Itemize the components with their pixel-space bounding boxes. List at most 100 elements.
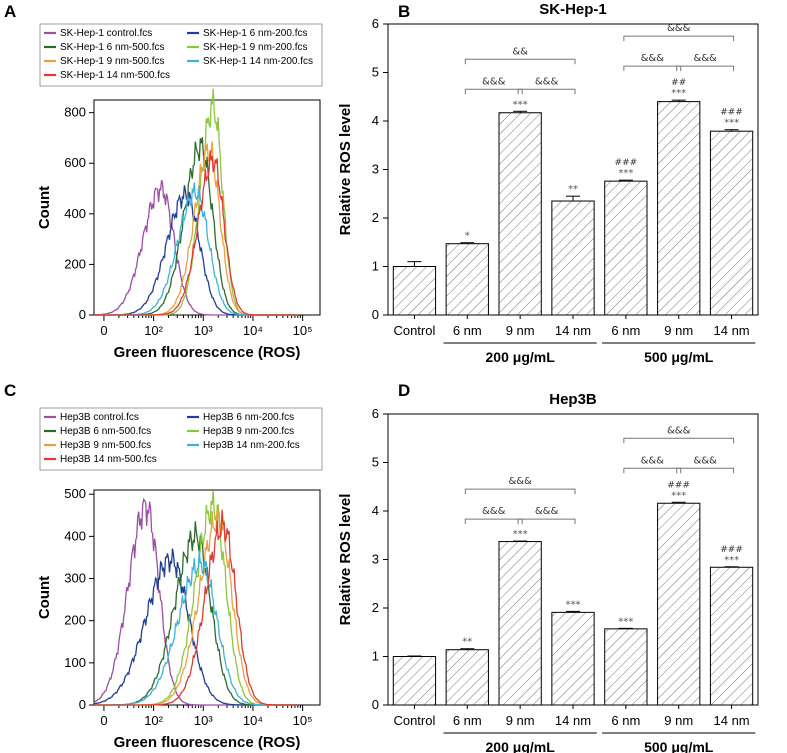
y-tick-label: 400 — [64, 528, 86, 543]
y-tick-label: 4 — [372, 113, 379, 128]
x-tick-label: 14 nm — [714, 323, 750, 338]
comparison-bracket — [517, 88, 576, 95]
x-tick-label: 10³ — [194, 713, 213, 728]
x-tick-label: 6 nm — [453, 323, 482, 338]
bar — [498, 541, 542, 706]
x-tick-label: 14 nm — [714, 713, 750, 728]
bar — [604, 180, 648, 316]
bar — [445, 649, 489, 706]
legend-entry: SK-Hep-1 6 nm-200.fcs — [203, 28, 308, 39]
legend-entry: SK-Hep-1 14 nm-200.fcs — [203, 56, 313, 67]
panel-label-c: C — [4, 381, 16, 400]
comparison-bracket — [623, 35, 735, 42]
x-tick-label: 10⁴ — [243, 323, 263, 338]
y-axis-label: Count — [36, 186, 53, 229]
legend-entry: Hep3B 9 nm-500.fcs — [60, 440, 151, 451]
y-tick-label: 4 — [372, 503, 379, 518]
legend-a: SK-Hep-1 control.fcs SK-Hep-1 6 nm-500.fc… — [39, 23, 323, 87]
comparison-bracket — [623, 437, 735, 444]
y-tick-label: 500 — [64, 486, 86, 501]
significance-label: *** — [618, 168, 633, 179]
significance-label: *** — [618, 616, 633, 627]
panel-label-d: D — [398, 381, 410, 400]
comparison-bracket — [464, 518, 523, 525]
y-tick-label: 3 — [372, 162, 379, 177]
bar — [604, 628, 648, 706]
bracket-label: &&& — [641, 455, 665, 466]
y-tick-label: 6 — [372, 16, 379, 31]
x-tick-label: 9 nm — [506, 713, 535, 728]
comparison-bracket — [464, 88, 523, 95]
chart-title: SK-Hep-1 — [539, 1, 607, 18]
y-tick-label: 1 — [372, 259, 379, 274]
y-axis-label: Relative ROS level — [337, 494, 354, 626]
legend-c: Hep3B control.fcs Hep3B 6 nm-500.fcs Hep3B… — [39, 407, 323, 471]
x-tick-label: 0 — [100, 713, 107, 728]
bar — [445, 243, 489, 316]
hash-label: ### — [720, 108, 743, 118]
legend-entry: SK-Hep-1 9 nm-200.fcs — [203, 42, 308, 53]
bar — [551, 611, 595, 706]
y-tick-label: 600 — [64, 155, 86, 170]
x-tick-label: 9 nm — [506, 323, 535, 338]
significance-label: *** — [671, 490, 686, 501]
histogram-series — [94, 509, 298, 706]
comparison-bracket — [464, 488, 576, 495]
y-tick-label: 400 — [64, 206, 86, 221]
y-tick-label: 0 — [79, 697, 86, 712]
x-tick-label: 14 nm — [555, 323, 591, 338]
significance-label: *** — [724, 118, 739, 129]
legend-frame — [39, 23, 323, 87]
bracket-label: &&& — [641, 53, 665, 64]
y-tick-label: 800 — [64, 105, 86, 120]
y-axis-label: Count — [36, 576, 53, 619]
legend-entry: Hep3B 14 nm-200.fcs — [203, 440, 300, 451]
bar — [657, 101, 701, 316]
histogram-series — [94, 550, 298, 706]
significance-label: *** — [671, 88, 686, 99]
y-tick-label: 100 — [64, 655, 86, 670]
group-label: 500 μg/mL — [644, 349, 714, 365]
histogram-series — [94, 179, 298, 316]
x-tick-label: 10⁴ — [243, 713, 263, 728]
bar — [498, 112, 542, 316]
bar — [657, 502, 701, 706]
x-tick-label: 9 nm — [664, 713, 693, 728]
y-tick-label: 0 — [372, 307, 379, 322]
x-tick-label: 10² — [144, 323, 163, 338]
x-tick-label: 10² — [144, 713, 163, 728]
y-tick-label: 0 — [372, 697, 379, 712]
y-tick-label: 200 — [64, 613, 86, 628]
bracket-label: && — [512, 46, 528, 57]
group-label: 200 μg/mL — [486, 349, 556, 365]
group-label: 200 μg/mL — [486, 739, 556, 753]
comparison-bracket — [676, 65, 735, 72]
hash-label: ### — [667, 480, 690, 490]
y-tick-label: 300 — [64, 571, 86, 586]
group-label: 500 μg/mL — [644, 739, 714, 753]
y-tick-label: 6 — [372, 406, 379, 421]
hash-label: ### — [615, 158, 638, 168]
bracket-label: &&& — [535, 76, 559, 87]
y-tick-label: 0 — [79, 307, 86, 322]
x-tick-label: 10³ — [194, 323, 213, 338]
legend-frame — [39, 407, 323, 471]
x-tick-label: 14 nm — [555, 713, 591, 728]
comparison-bracket — [623, 65, 682, 72]
histogram-series — [94, 504, 298, 706]
comparison-bracket — [676, 467, 735, 474]
x-axis-label: Green fluorescence (ROS) — [114, 734, 301, 751]
legend-entry: SK-Hep-1 6 nm-500.fcs — [60, 42, 165, 53]
bracket-label: &&& — [693, 455, 717, 466]
significance-label: ** — [568, 184, 578, 195]
bracket-label: &&& — [482, 506, 506, 517]
significance-label: *** — [566, 599, 581, 610]
significance-label: *** — [513, 529, 528, 540]
x-tick-label: 6 nm — [611, 713, 640, 728]
bar-chart-d: Hep3B 0 1 2 3 4 5 6 Relative ROS level Control ** 6… — [337, 391, 759, 753]
x-tick-label: Control — [393, 713, 435, 728]
histogram-series — [94, 88, 298, 316]
bracket-label: &&& — [667, 23, 691, 34]
y-tick-label: 1 — [372, 649, 379, 664]
